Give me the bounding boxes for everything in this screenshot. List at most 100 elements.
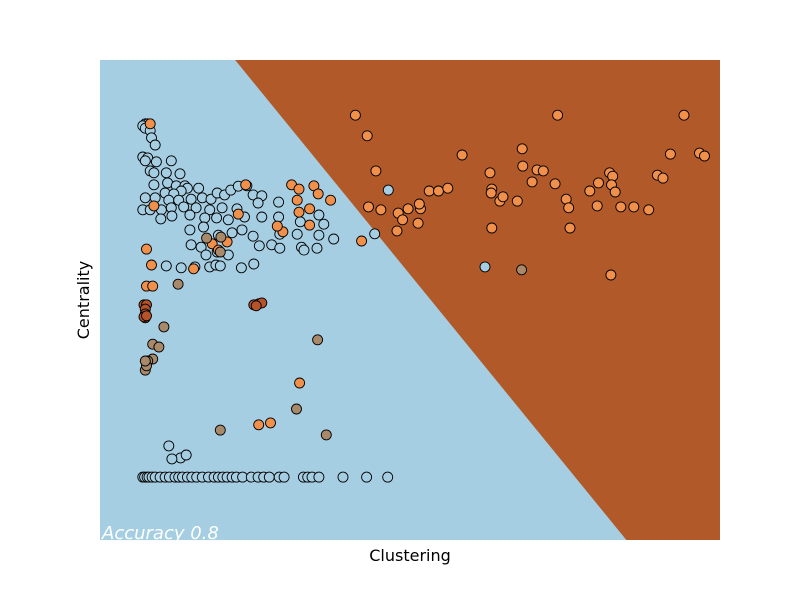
scatter-point-orange-0 bbox=[144, 118, 156, 130]
scatter-point-light_blue-54 bbox=[199, 212, 211, 224]
scatter-point-tan-2 bbox=[214, 246, 226, 258]
scatter-point-orange-57 bbox=[584, 185, 596, 197]
scatter-point-orange-69 bbox=[664, 148, 676, 160]
scatter-point-tan-15 bbox=[320, 429, 332, 441]
scatter-point-orange-46 bbox=[485, 187, 497, 199]
scatter-point-light_blue-90 bbox=[235, 262, 247, 274]
scatter-point-orange-39 bbox=[456, 149, 468, 161]
scatter-point-tan-4 bbox=[158, 321, 170, 333]
scatter-point-light_blue-47 bbox=[216, 202, 228, 214]
scatter-point-orange-42 bbox=[516, 143, 528, 155]
scatter-point-light_blue-95 bbox=[166, 453, 178, 465]
accuracy-annotation: Accuracy 0.8 bbox=[101, 523, 219, 544]
scatter-point-orange-52 bbox=[537, 165, 549, 177]
scatter-point-orange-50 bbox=[517, 160, 529, 172]
scatter-point-orange-45 bbox=[484, 167, 496, 179]
scatter-point-orange-15 bbox=[349, 109, 361, 121]
scatter-point-light_blue-134 bbox=[382, 184, 394, 196]
scatter-point-light_blue-12 bbox=[165, 155, 177, 167]
scatter-point-orange-17 bbox=[370, 165, 382, 177]
scatter-point-tan-0 bbox=[201, 232, 213, 244]
scatter-point-light_blue-126 bbox=[278, 471, 290, 483]
scatter-point-orange-56 bbox=[564, 222, 576, 234]
scatter-point-light_blue-74 bbox=[195, 241, 207, 253]
scatter-point-light_blue-84 bbox=[160, 260, 172, 272]
scatter-point-light_blue-91 bbox=[248, 258, 260, 270]
scatter-point-light_blue-78 bbox=[253, 240, 265, 252]
scatter-point-light_blue-46 bbox=[204, 204, 216, 216]
scatter-point-orange-38 bbox=[442, 182, 454, 194]
scatter-point-orange-48 bbox=[497, 191, 509, 203]
scatter-point-orange-31 bbox=[271, 220, 283, 232]
scatter-point-orange-75 bbox=[294, 377, 306, 389]
scatter-point-orange-58 bbox=[593, 177, 604, 189]
scatter-point-light_blue-55 bbox=[211, 212, 223, 224]
scatter-point-light_blue-18 bbox=[148, 179, 160, 191]
scatter-point-tan-12 bbox=[312, 334, 324, 346]
scatter-point-orange-25 bbox=[391, 225, 403, 237]
scatter-point-orange-23 bbox=[412, 217, 424, 229]
scatter-point-light_blue-92 bbox=[298, 244, 310, 256]
scatter-point-light_blue-16 bbox=[174, 168, 186, 180]
scatter-point-orange-18 bbox=[363, 201, 374, 213]
scatter-point-orange-53 bbox=[549, 178, 561, 190]
plot-area bbox=[100, 60, 732, 540]
scatter-point-orange-72 bbox=[699, 150, 710, 162]
scatter-point-light_blue-68 bbox=[247, 230, 259, 242]
scatter-point-orange-34 bbox=[312, 188, 324, 200]
scatter-point-orange-66 bbox=[643, 204, 655, 216]
scatter-point-orange-16 bbox=[361, 130, 373, 142]
scatter-point-orange-77 bbox=[265, 417, 276, 429]
scatter-point-tan-6 bbox=[153, 341, 165, 353]
scatter-points bbox=[137, 109, 732, 483]
scatter-point-light_blue-124 bbox=[263, 471, 275, 483]
scatter-point-tan-14 bbox=[291, 403, 302, 415]
scatter-point-light_blue-59 bbox=[273, 211, 285, 223]
scatter-point-orange-28 bbox=[293, 206, 305, 218]
scatter-point-orange-68 bbox=[657, 172, 669, 184]
scatter-point-light_blue-135 bbox=[479, 261, 491, 273]
scatter-point-tan-1 bbox=[215, 231, 227, 243]
scatter-point-orange-5 bbox=[147, 280, 159, 292]
scatter-point-light_blue-66 bbox=[226, 227, 238, 239]
scatter-point-light_blue-11 bbox=[150, 156, 162, 168]
scatter-point-orange-44 bbox=[552, 109, 564, 121]
scatter-point-light_blue-30 bbox=[185, 193, 197, 205]
scatter-point-light_blue-131 bbox=[337, 471, 349, 483]
scatter-point-light_blue-73 bbox=[185, 239, 197, 251]
scatter-point-orange-22 bbox=[397, 214, 409, 226]
scatter-point-light_blue-15 bbox=[160, 167, 172, 179]
scatter-point-orange-2 bbox=[141, 243, 152, 255]
scatter-point-light_blue-51 bbox=[155, 213, 167, 225]
scatter-point-light_blue-80 bbox=[274, 242, 286, 254]
scatter-point-light_blue-45 bbox=[190, 202, 202, 214]
scatter-point-light_blue-85 bbox=[175, 262, 187, 274]
scatter-point-orange-32 bbox=[293, 183, 305, 195]
scatter-point-tan-16 bbox=[516, 264, 528, 276]
scatter-point-orange-7 bbox=[232, 208, 244, 220]
scatter-point-light_blue-72 bbox=[369, 228, 381, 240]
scatter-point-light_blue-10 bbox=[139, 155, 151, 167]
scatter-point-orange-73 bbox=[722, 110, 732, 120]
scatter-point-tan-11 bbox=[139, 355, 151, 367]
scatter-point-orange-13 bbox=[304, 203, 316, 215]
scatter-point-light_blue-93 bbox=[163, 440, 175, 452]
scatter-point-orange-59 bbox=[591, 200, 603, 212]
scatter-point-orange-63 bbox=[609, 186, 621, 198]
scatter-point-orange-6 bbox=[240, 179, 252, 191]
scatter-point-light_blue-63 bbox=[184, 224, 196, 236]
scatter-point-orange-55 bbox=[563, 202, 575, 214]
scatter-point-light_blue-67 bbox=[236, 224, 248, 236]
scatter-point-orange-37 bbox=[433, 185, 444, 197]
scatter-point-orange-41 bbox=[526, 176, 538, 188]
scatter-point-light_blue-62 bbox=[318, 218, 330, 230]
scatter-point-light_blue-89 bbox=[214, 260, 226, 272]
scatter-point-orange-11 bbox=[188, 263, 200, 275]
scatter-point-light_blue-58 bbox=[256, 211, 268, 223]
scatter-point-light_blue-49 bbox=[252, 197, 264, 209]
scatter-point-light_blue-83 bbox=[328, 233, 340, 245]
scatter-point-orange-36 bbox=[423, 185, 435, 197]
scatter-point-orange-1 bbox=[148, 200, 160, 212]
scatter-point-light_blue-22 bbox=[193, 182, 205, 194]
